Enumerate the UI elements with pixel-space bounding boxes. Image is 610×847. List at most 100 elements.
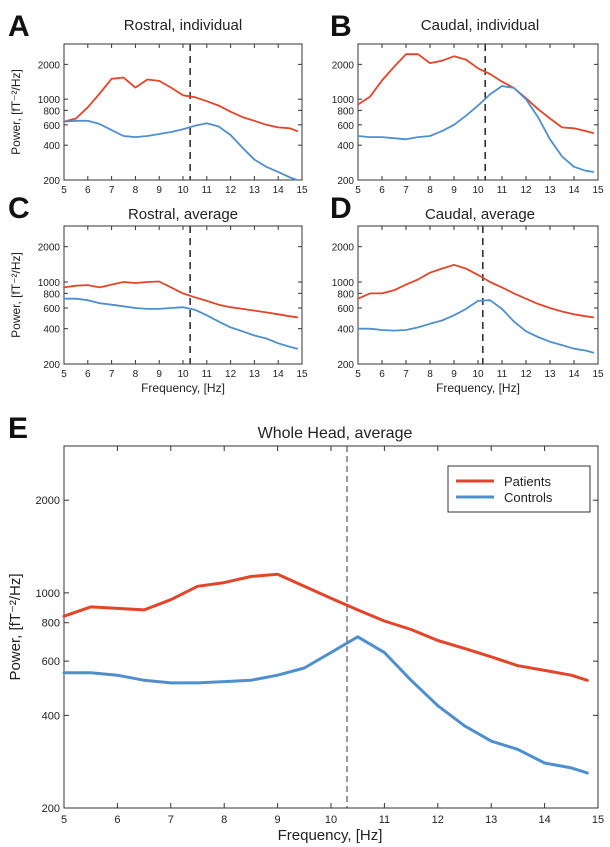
plot-frame xyxy=(357,225,599,365)
x-tick-label: 13 xyxy=(249,369,261,380)
x-tick-label: 5 xyxy=(61,185,67,196)
x-tick-label: 6 xyxy=(379,185,385,196)
x-tick-label: 13 xyxy=(249,185,261,196)
x-tick-label: 8 xyxy=(427,185,433,196)
panel-b: B Caudal, individual 5 6 7 8 9 10 11 12 13 14 15 200 4… xyxy=(330,10,604,196)
y-tick-label: 400 xyxy=(42,710,60,722)
x-tick-label: 13 xyxy=(544,369,556,380)
y-tick-label: 600 xyxy=(337,304,354,315)
x-tick-label: 6 xyxy=(114,814,120,826)
y-tick-label: 2000 xyxy=(38,60,61,71)
series-line-patients xyxy=(357,53,595,134)
x-tick-label: 15 xyxy=(592,369,604,380)
x-tick-label: 15 xyxy=(296,185,308,196)
plot-frame xyxy=(357,43,599,181)
x-tick-label: 12 xyxy=(520,185,532,196)
y-axis-label: Power, [fT⁻²/Hz] xyxy=(9,252,23,338)
y-tick-label: 600 xyxy=(43,121,60,132)
y-tick-label: 1000 xyxy=(36,588,60,600)
x-tick-label: 10 xyxy=(472,369,484,380)
x-tick-label: 7 xyxy=(403,369,409,380)
x-tick-label: 11 xyxy=(379,814,390,826)
x-tick-label: 12 xyxy=(520,369,532,380)
y-tick-label: 600 xyxy=(43,304,60,315)
y-tick-label: 2000 xyxy=(332,243,355,254)
x-axis-label: Frequency, [Hz] xyxy=(436,381,520,395)
x-tick-label: 5 xyxy=(61,814,67,826)
y-tick-label: 200 xyxy=(43,360,60,371)
y-tick-label: 800 xyxy=(43,106,60,117)
legend-label-patients: Patients xyxy=(504,474,551,489)
x-tick-label: 5 xyxy=(355,185,361,196)
y-tick-label: 800 xyxy=(43,289,60,300)
x-tick-label: 5 xyxy=(355,369,361,380)
panel-letter: D xyxy=(330,192,352,225)
x-tick-label: 14 xyxy=(568,369,580,380)
plot-frame xyxy=(63,225,303,365)
series-line-patients xyxy=(62,572,589,682)
panel-letter: B xyxy=(330,10,352,43)
x-tick-label: 6 xyxy=(85,369,91,380)
legend-label-controls: Controls xyxy=(504,490,553,505)
panel-c: C Rostral, average 5 6 7 8 9 10 11 12 13 14 15 200 400… xyxy=(8,192,308,395)
y-tick-label: 600 xyxy=(42,656,60,668)
y-tick-label: 800 xyxy=(337,106,354,117)
y-tick-label: 1000 xyxy=(332,278,355,289)
y-tick-label: 2000 xyxy=(36,495,60,507)
x-tick-label: 10 xyxy=(325,814,337,826)
x-tick-label: 9 xyxy=(156,185,162,196)
series-line-controls xyxy=(357,85,595,173)
y-tick-label: 200 xyxy=(42,803,60,815)
x-tick-label: 11 xyxy=(202,369,213,380)
series-line-controls xyxy=(63,119,299,181)
panel-letter: E xyxy=(8,412,28,445)
x-tick-label: 13 xyxy=(544,185,556,196)
x-tick-label: 5 xyxy=(61,369,67,380)
panel-d: D Caudal, average 5 6 7 8 9 10 11 12 13 14 15 200 400 6… xyxy=(330,192,604,395)
x-tick-label: 12 xyxy=(432,814,444,826)
x-tick-label: 7 xyxy=(109,185,115,196)
x-tick-label: 12 xyxy=(225,369,237,380)
x-tick-label: 10 xyxy=(472,185,484,196)
plot-frame xyxy=(63,43,303,181)
y-axis-label: Power, [fT⁻²/Hz] xyxy=(7,573,24,680)
panel-title: Caudal, individual xyxy=(421,17,539,34)
x-tick-label: 15 xyxy=(592,185,604,196)
y-tick-label: 1000 xyxy=(38,95,61,106)
x-tick-label: 10 xyxy=(177,185,189,196)
series-line-controls xyxy=(357,299,595,354)
x-tick-label: 14 xyxy=(273,185,285,196)
series-line-controls xyxy=(62,635,589,775)
panel-letter: C xyxy=(8,192,30,225)
y-tick-label: 2000 xyxy=(332,60,355,71)
x-tick-label: 11 xyxy=(497,369,508,380)
x-tick-label: 8 xyxy=(133,185,139,196)
y-tick-label: 1000 xyxy=(332,95,355,106)
x-tick-label: 14 xyxy=(538,814,550,826)
y-tick-label: 600 xyxy=(337,121,354,132)
series-line-controls xyxy=(63,297,299,350)
x-tick-label: 8 xyxy=(221,814,227,826)
x-tick-label: 14 xyxy=(568,185,580,196)
x-tick-label: 8 xyxy=(133,369,139,380)
y-tick-label: 2000 xyxy=(38,243,61,254)
x-axis-label: Frequency, [Hz] xyxy=(278,827,383,844)
x-tick-label: 11 xyxy=(497,185,508,196)
y-tick-label: 200 xyxy=(337,176,354,187)
y-tick-label: 800 xyxy=(337,289,354,300)
panel-title: Rostral, average xyxy=(128,206,238,223)
legend-box xyxy=(447,465,591,513)
panel-e: E Whole Head, average 5 6 7 8 9 10 11 12 13 14 15 200… xyxy=(7,412,604,844)
y-tick-label: 800 xyxy=(42,618,60,630)
y-tick-label: 400 xyxy=(43,141,60,152)
y-tick-label: 200 xyxy=(337,360,354,371)
panel-a: A Rostral, individual 5 6 7 8 9 10 11 12 13 14 15 200… xyxy=(8,10,308,196)
panel-title: Whole Head, average xyxy=(258,425,413,442)
x-tick-label: 12 xyxy=(225,185,237,196)
x-tick-label: 10 xyxy=(177,369,189,380)
x-tick-label: 6 xyxy=(85,185,91,196)
x-tick-label: 9 xyxy=(451,185,457,196)
y-tick-label: 1000 xyxy=(38,278,61,289)
